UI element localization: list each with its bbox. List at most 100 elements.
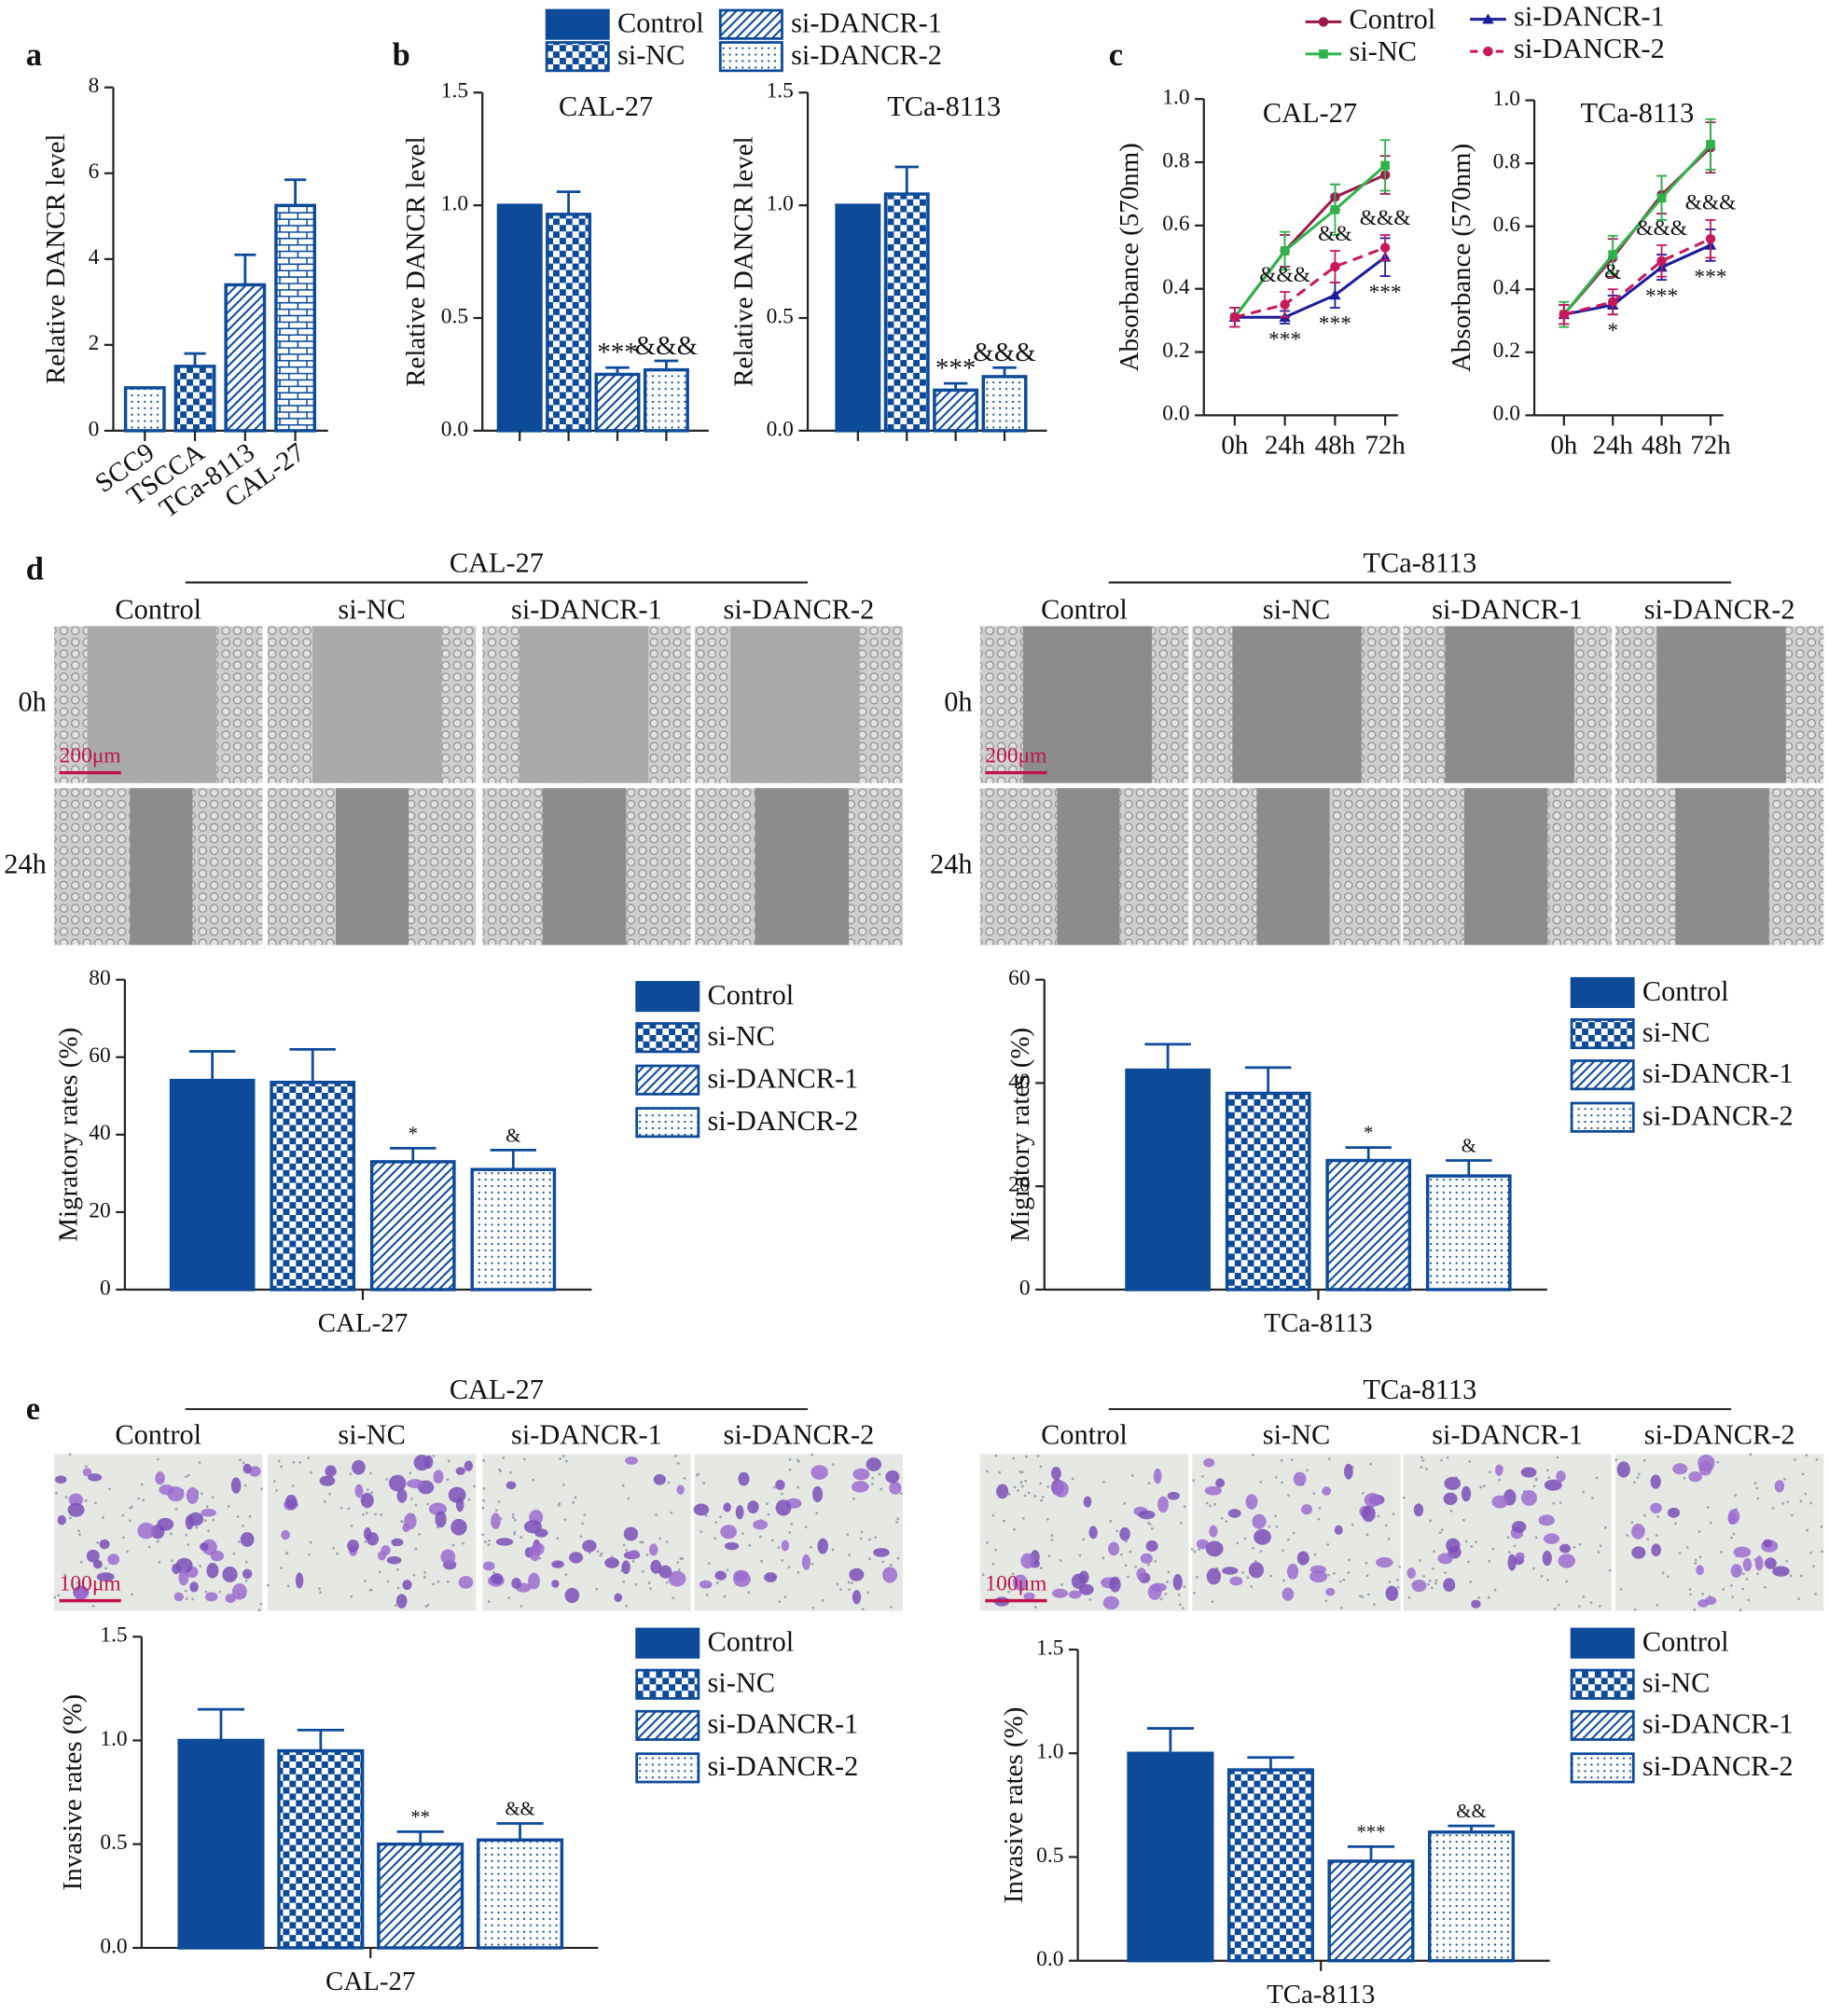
pore — [513, 1532, 517, 1536]
pore — [481, 1506, 485, 1510]
pore — [1469, 1581, 1473, 1583]
cell — [882, 1567, 898, 1583]
pore — [318, 1587, 321, 1591]
invasion-image — [1403, 1454, 1612, 1611]
cell — [325, 1465, 337, 1477]
pore — [76, 1581, 79, 1584]
cell — [764, 1572, 778, 1583]
pore — [1619, 1587, 1623, 1591]
pore — [244, 1579, 248, 1582]
significance-mark: *** — [1694, 266, 1726, 290]
pore — [277, 1459, 281, 1463]
pore — [1789, 1574, 1793, 1578]
significance-mark: ** — [410, 1807, 430, 1828]
cell — [57, 1514, 66, 1526]
pore — [658, 1537, 661, 1540]
point — [1379, 242, 1391, 253]
legend-swatch — [1570, 976, 1635, 1008]
pore — [1024, 1479, 1027, 1483]
pore — [815, 1512, 819, 1515]
pore — [1274, 1514, 1278, 1518]
pore — [625, 1604, 629, 1608]
group-title: CAL-27 — [450, 547, 544, 579]
series-line — [1563, 243, 1711, 316]
pore — [280, 1567, 283, 1570]
pore — [747, 1591, 750, 1595]
pore — [1781, 1501, 1785, 1505]
pore — [1559, 1501, 1562, 1504]
pore — [1388, 1581, 1392, 1583]
pore — [195, 1526, 199, 1529]
pore — [1428, 1579, 1432, 1582]
pore — [1332, 1571, 1336, 1575]
y-tick-label: 1.5 — [767, 79, 794, 104]
cell — [733, 1569, 749, 1581]
cell — [1364, 1493, 1381, 1508]
pore — [1783, 1477, 1786, 1481]
cell — [458, 1576, 474, 1589]
legend-swatch — [1570, 1752, 1635, 1784]
bar — [594, 372, 641, 433]
y-tick-label: 0.5 — [767, 304, 794, 328]
pore — [368, 1588, 372, 1592]
cell — [137, 1522, 156, 1540]
y-tick-label: 0.0 — [441, 417, 468, 441]
pore — [482, 1498, 485, 1502]
pore — [1123, 1501, 1127, 1505]
pore — [1809, 1551, 1813, 1554]
pore — [1050, 1539, 1054, 1541]
pore — [1020, 1484, 1024, 1488]
pore — [1578, 1542, 1582, 1546]
bar — [1226, 1768, 1314, 1963]
bar — [1325, 1158, 1412, 1291]
cell — [1222, 1567, 1239, 1575]
cell — [1774, 1480, 1785, 1493]
pore — [1809, 1501, 1813, 1505]
pore — [986, 1541, 989, 1544]
pore — [787, 1566, 791, 1569]
cell — [1631, 1524, 1645, 1540]
pore — [237, 1540, 241, 1543]
pore — [1369, 1462, 1373, 1466]
cell — [1542, 1550, 1552, 1567]
pore — [386, 1580, 390, 1583]
significance-mark: *** — [1369, 281, 1402, 305]
cell — [1150, 1582, 1167, 1593]
pore — [414, 1547, 418, 1551]
y-tick-label: 0 — [1019, 1276, 1031, 1300]
cell — [396, 1488, 408, 1503]
cell — [402, 1523, 410, 1533]
pore — [1732, 1532, 1736, 1536]
pore — [522, 1457, 526, 1461]
pore — [129, 1506, 132, 1510]
pore — [649, 1587, 652, 1591]
pore — [1806, 1528, 1808, 1532]
pore — [1021, 1516, 1025, 1520]
pore — [482, 1487, 486, 1490]
cell — [1696, 1565, 1704, 1576]
pore — [621, 1484, 625, 1487]
pore — [369, 1471, 372, 1475]
pore — [1547, 1476, 1551, 1479]
pore — [895, 1521, 898, 1524]
cell — [1196, 1539, 1210, 1550]
pore — [641, 1540, 644, 1544]
pore — [1630, 1521, 1634, 1525]
cell — [1215, 1478, 1226, 1488]
pore — [991, 1513, 995, 1517]
cell — [92, 1559, 103, 1569]
pore — [851, 1581, 854, 1584]
y-tick-label: 4 — [89, 245, 100, 269]
pore — [1734, 1494, 1738, 1497]
pore — [1007, 1492, 1011, 1496]
pore — [1027, 1491, 1031, 1495]
cell — [1344, 1463, 1353, 1480]
y-tick-label: 0 — [89, 417, 100, 441]
pore — [1326, 1543, 1330, 1546]
pore — [1236, 1541, 1240, 1545]
pore — [705, 1594, 709, 1596]
pore — [726, 1568, 729, 1572]
y-tick-label: 1.0 — [1493, 87, 1520, 111]
cell — [1309, 1570, 1328, 1583]
cell — [564, 1587, 580, 1604]
